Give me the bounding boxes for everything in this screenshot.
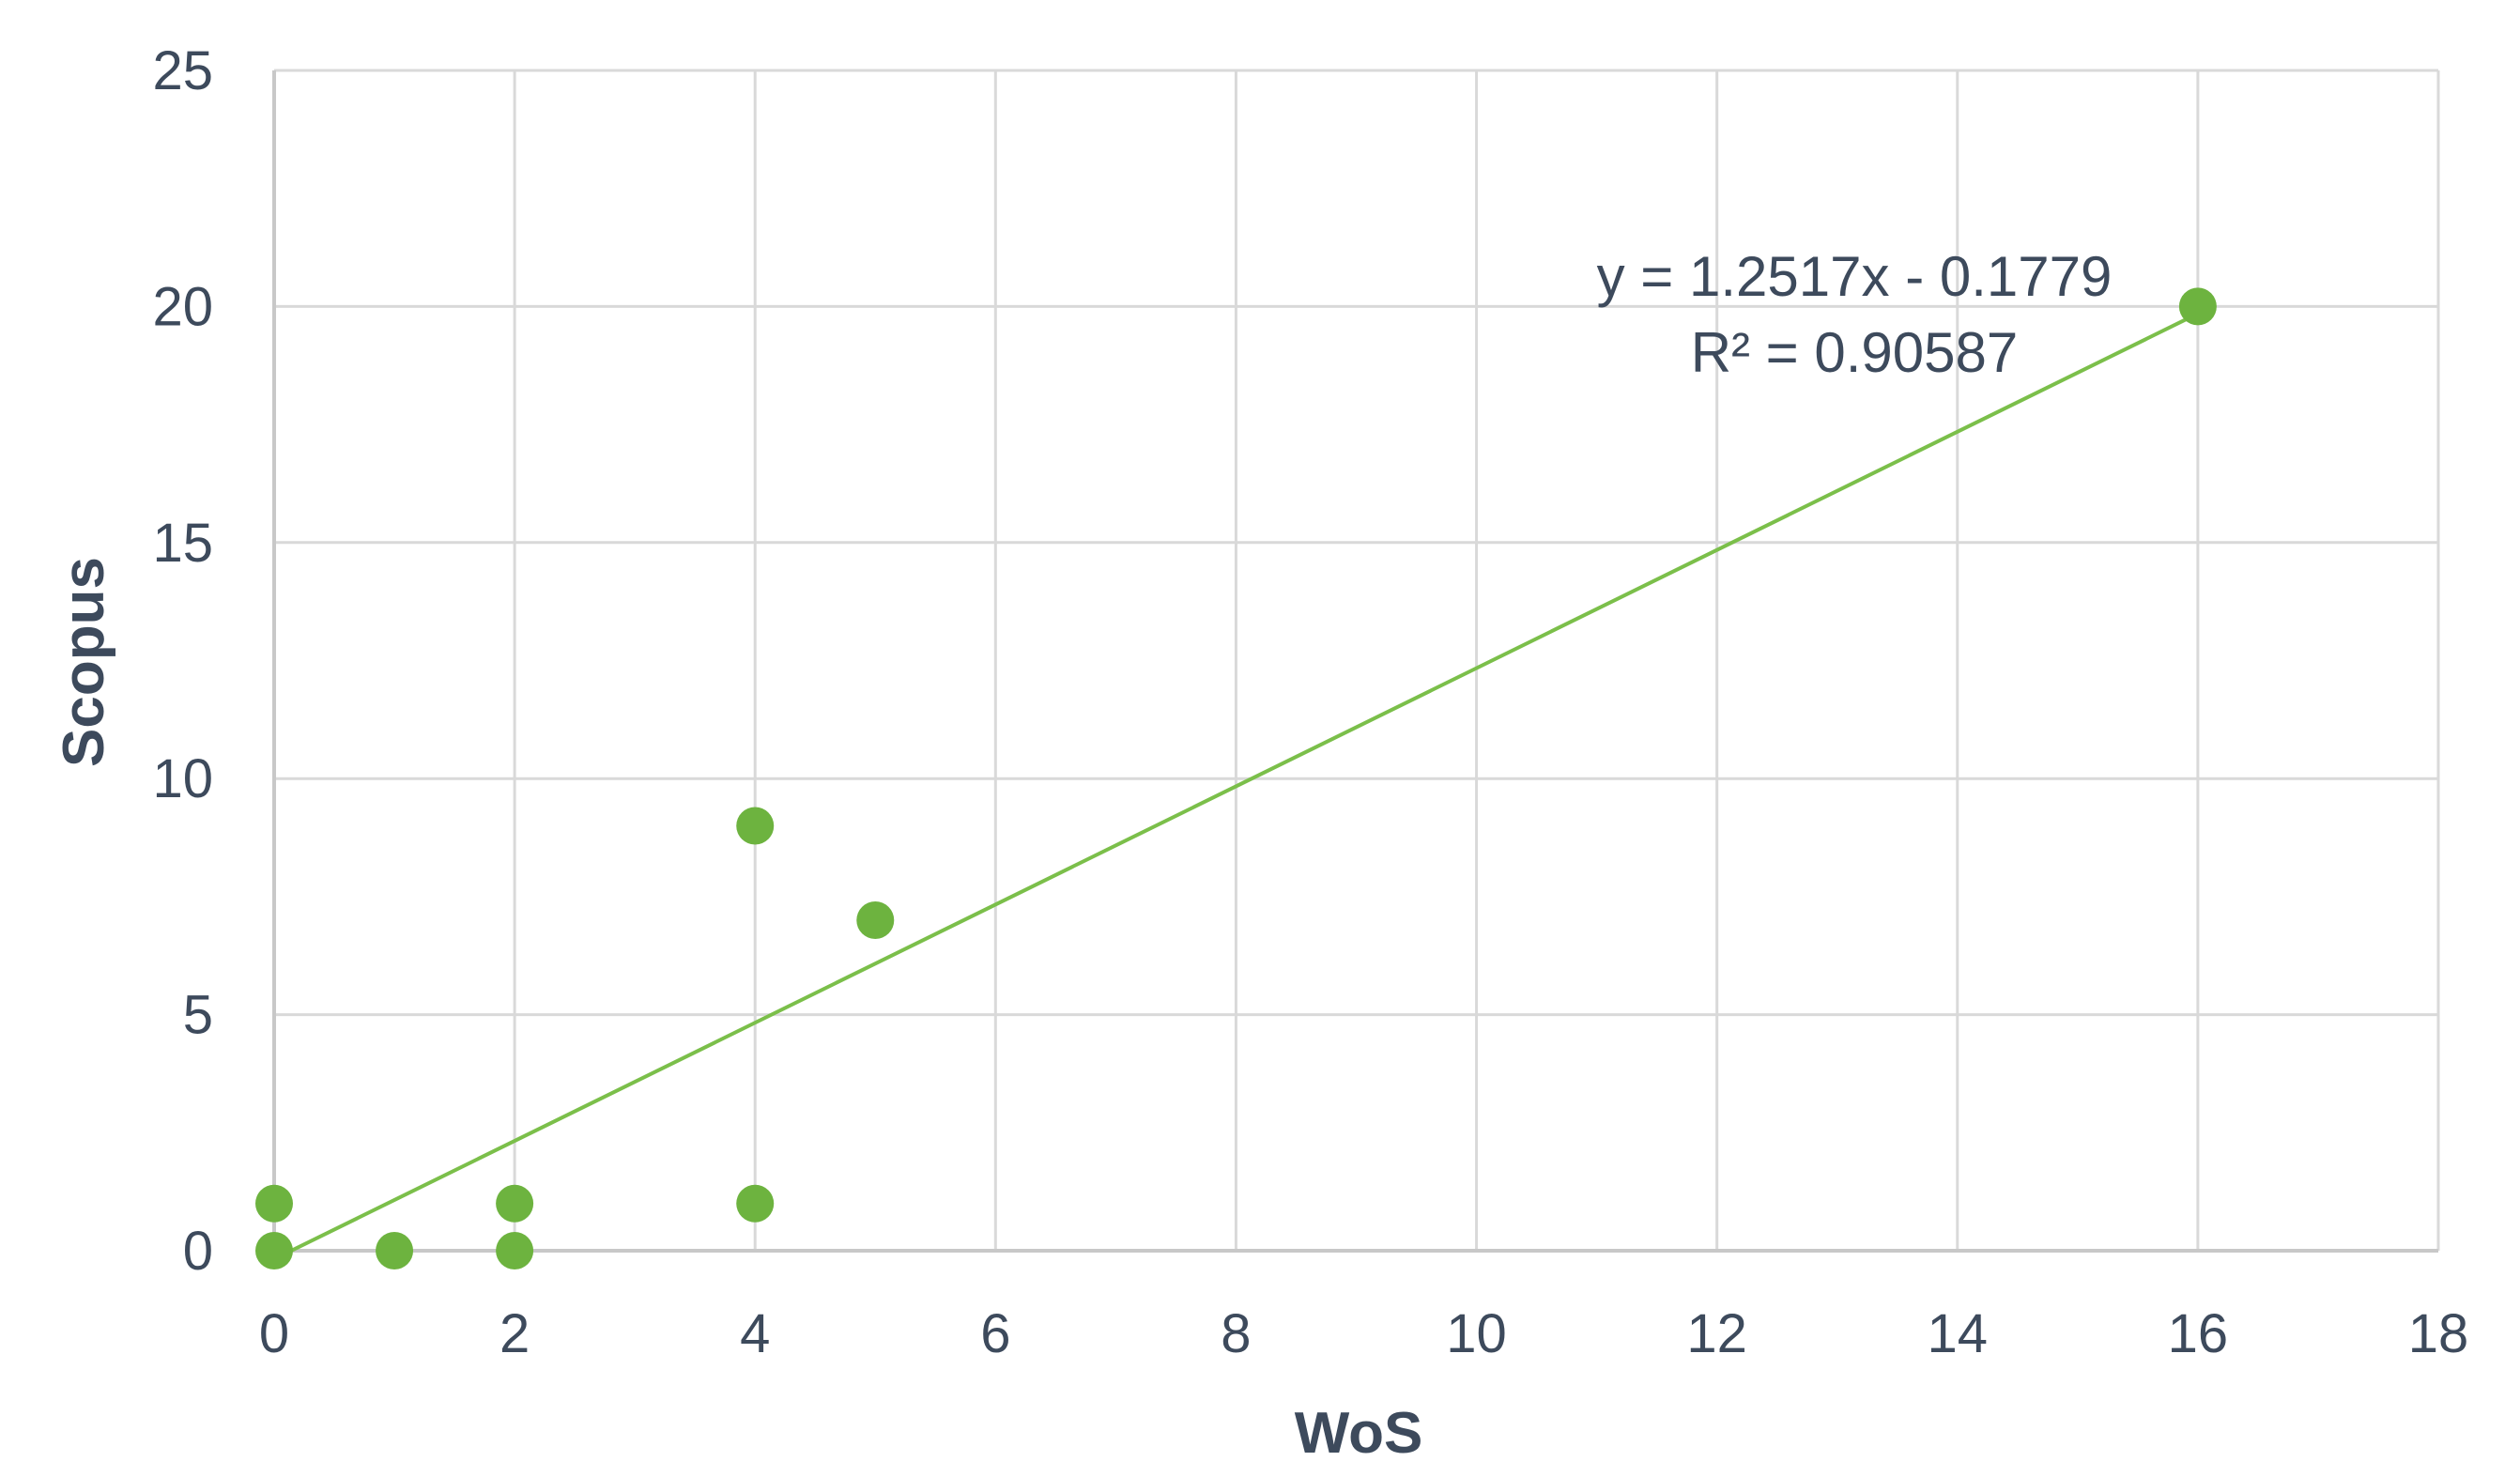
x-axis-title: WoS xyxy=(1295,1401,1423,1466)
y-tick-label: 25 xyxy=(152,40,213,101)
x-tick-label: 4 xyxy=(740,1303,770,1364)
x-tick-label: 12 xyxy=(1686,1303,1747,1364)
y-tick-label: 20 xyxy=(152,276,213,337)
data-point xyxy=(496,1184,534,1223)
trendline-r-squared: R² = 0.90587 xyxy=(1691,321,2019,384)
x-tick-label: 10 xyxy=(1446,1303,1507,1364)
x-tick-label: 2 xyxy=(499,1303,530,1364)
data-points xyxy=(255,287,2217,1269)
y-axis-title: Scopus xyxy=(52,557,116,767)
x-tick-label: 18 xyxy=(2408,1303,2469,1364)
y-tick-labels: 0 5 10 15 20 25 xyxy=(152,40,213,1282)
y-tick-label: 5 xyxy=(183,985,213,1046)
data-point xyxy=(496,1232,534,1269)
trendline xyxy=(290,312,2199,1253)
x-tick-label: 16 xyxy=(2168,1303,2229,1364)
y-tick-label: 10 xyxy=(152,748,213,809)
axes xyxy=(272,70,2438,1253)
gridlines xyxy=(274,69,2440,1251)
trendline-equation: y = 1.2517x - 0.1779 xyxy=(1597,245,2113,308)
x-tick-label: 0 xyxy=(259,1303,289,1364)
x-tick-label: 8 xyxy=(1221,1303,1251,1364)
data-point xyxy=(2178,287,2217,326)
y-tick-label: 15 xyxy=(152,513,213,574)
x-tick-label: 14 xyxy=(1928,1303,1989,1364)
data-point xyxy=(376,1232,414,1269)
y-tick-label: 0 xyxy=(183,1221,213,1282)
x-tick-labels: 0 2 4 6 8 10 12 14 16 18 xyxy=(259,1303,2468,1364)
trendline-group xyxy=(290,312,2199,1253)
x-tick-label: 6 xyxy=(980,1303,1010,1364)
data-point xyxy=(255,1232,293,1269)
data-point xyxy=(736,1184,775,1223)
data-point xyxy=(255,1184,293,1223)
data-point xyxy=(856,901,895,940)
data-point xyxy=(736,807,775,845)
